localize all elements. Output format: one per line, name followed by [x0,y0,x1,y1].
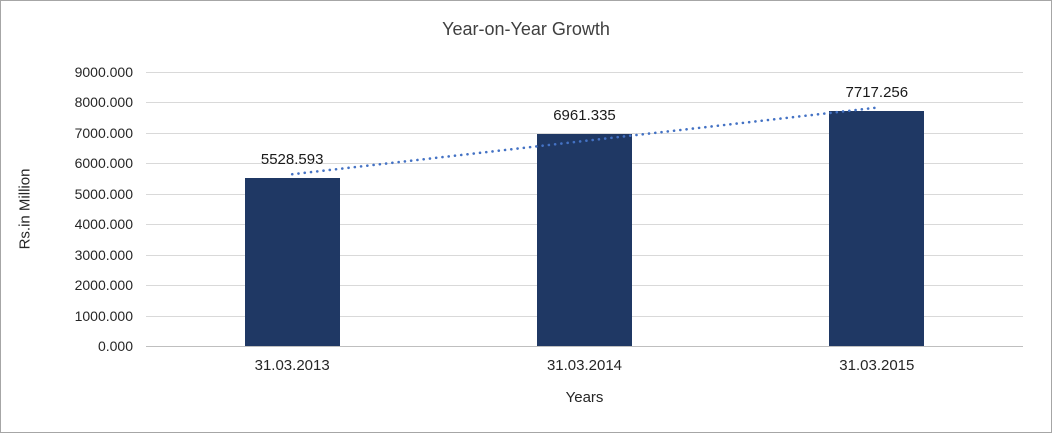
y-tick-label: 8000.000 [74,94,133,111]
y-tick-label: 5000.000 [74,185,133,202]
chart-title: Year-on-Year Growth [442,19,610,39]
y-tick-label: 9000.000 [74,64,133,80]
gridline [146,102,1023,104]
y-tick-label: 1000.000 [74,307,133,324]
x-axis-line [146,346,1023,347]
bar-31.03.2015 [829,111,925,346]
bar-31.03.2013 [244,177,340,346]
x-tick-label: 31.03.2013 [254,357,330,374]
y-tick-label: 0.000 [97,338,133,354]
gridline [146,72,1023,73]
x-tick-label: 31.03.2014 [546,357,623,374]
y-tick-label: 4000.000 [74,216,133,233]
bar-value-label: 6961.335 [553,107,616,125]
bar-value-label: 5528.593 [260,150,324,168]
x-axis-title: Years [565,389,604,406]
y-tick-label: 6000.000 [74,155,133,172]
y-tick-label: 7000.000 [74,124,133,141]
bar-31.03.2014 [537,134,632,346]
y-tick-label: 3000.000 [74,246,133,263]
bar-value-label: 7717.256 [845,84,909,102]
y-axis-title: Rs.in Million [16,168,34,250]
y-tick-label: 2000.000 [74,277,133,294]
x-tick-label: 31.03.2015 [839,357,915,374]
